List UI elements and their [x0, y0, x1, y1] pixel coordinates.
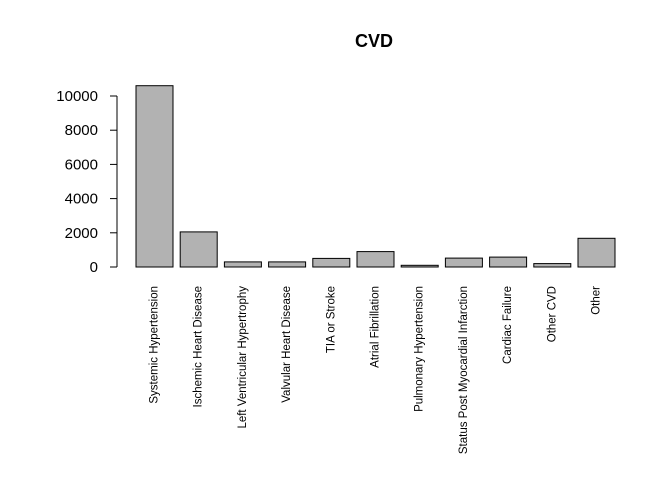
y-tick-label: 2000	[65, 225, 98, 242]
y-tick-label: 6000	[65, 156, 98, 173]
bar	[533, 263, 572, 268]
y-tick-label: 0	[90, 259, 98, 276]
y-tick-label: 8000	[65, 122, 98, 139]
bar	[268, 261, 307, 268]
bar	[223, 261, 262, 268]
bar	[400, 264, 439, 268]
y-tick-label: 4000	[65, 191, 98, 208]
x-category-label: Other CVD	[546, 286, 558, 342]
bar	[444, 257, 483, 268]
bar	[356, 251, 395, 268]
x-category-label: Valvular Heart Disease	[281, 286, 293, 403]
x-category-label: Systemic Hypertension	[149, 286, 161, 404]
x-category-label: Pulmonary Hypertension	[414, 286, 426, 412]
x-category-label: Ischemic Heart Disease	[193, 286, 205, 407]
x-category-label: Atrial Fibrillation	[370, 286, 382, 368]
y-axis: 0 2000 4000 6000 8000 10000	[56, 88, 118, 276]
bar	[577, 237, 616, 268]
bar	[489, 256, 528, 268]
x-axis-labels: Systemic Hypertension Ischemic Heart Dise…	[149, 286, 603, 454]
bars	[135, 85, 616, 268]
y-tick-label: 10000	[56, 88, 98, 105]
chart-title: CVD	[355, 31, 393, 51]
bar	[312, 257, 351, 268]
bar	[179, 231, 218, 268]
x-category-label: Status Post Myocardial Infarction	[458, 286, 470, 454]
bar	[135, 85, 174, 268]
x-category-label: Cardiac Failure	[502, 286, 514, 364]
x-category-label: TIA or Stroke	[325, 286, 337, 353]
x-category-label: Left Ventricular Hypertrophy	[237, 286, 249, 429]
x-category-label: Other	[591, 286, 603, 315]
